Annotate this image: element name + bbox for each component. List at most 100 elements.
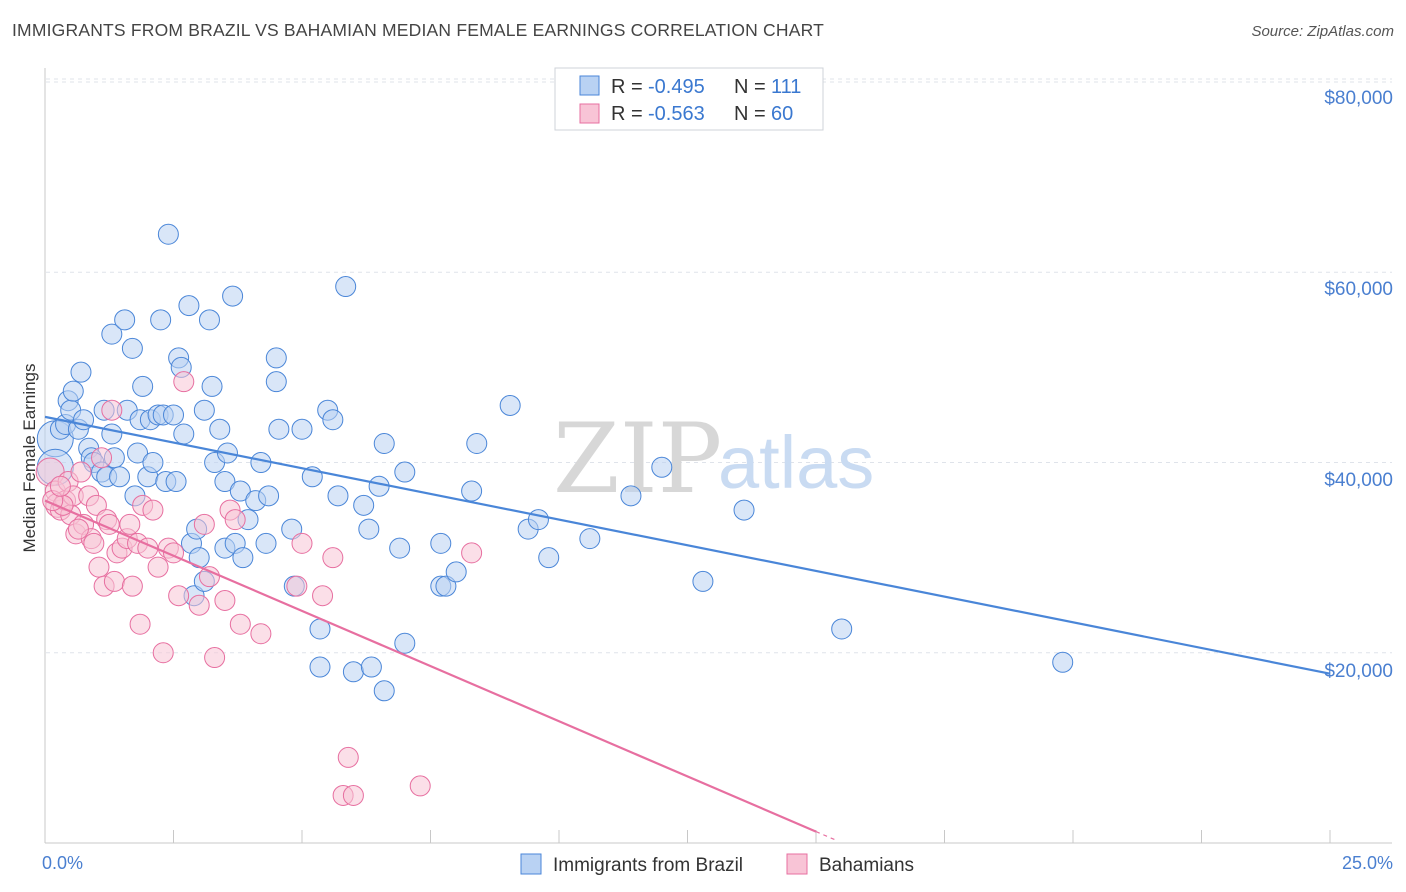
bottom-legend-label-bahamians: Bahamians [819,855,914,876]
trend-lines [44,415,1331,841]
bahamians-point-59 [49,475,71,497]
watermark-atlas: atlas [718,421,874,504]
bahamians-point-20 [103,570,125,592]
brazil-point-31 [150,309,172,331]
bahamians-point-14 [85,494,107,516]
correlation-legend: R = -0.495 N = 111 R = -0.563 N = 60 [554,67,824,131]
bahamians-point-46 [286,575,308,597]
brazil-point-98 [651,456,673,478]
bahamians-point-24 [119,513,141,535]
bahamians-point-16 [91,447,113,469]
brazil-point-89 [445,561,467,583]
brazil-point-64 [268,418,290,440]
brazil-point-62 [258,485,280,507]
brazil-point-102 [1052,651,1074,673]
bahamians-point-51 [337,746,359,768]
correlation-legend-box [554,67,824,131]
brazil-point-71 [309,656,331,678]
bahamians-point-19 [101,399,123,421]
bottom-legend-swatch-bahamians [786,853,808,875]
chart-source: Source: ZipAtlas.com [1251,23,1394,40]
legend-n-label-bahamians: N = [734,103,766,125]
brazil-point-88 [435,575,457,597]
bahamians-point-27 [129,613,151,635]
bahamians-point-44 [229,613,251,635]
brazil-point-39 [173,423,195,445]
brazil-point-94 [527,509,549,531]
brazil-point-81 [373,433,395,454]
brazil-point-6 [62,380,84,402]
brazil-point-76 [342,661,364,683]
bahamians-point-36 [173,371,195,393]
brazil-point-83 [389,537,411,559]
bahamians-point-49 [322,547,344,569]
brazil-point-91 [466,433,488,454]
legend-swatch-bahamians [579,103,600,124]
brazil-point-50 [209,418,231,440]
bahamians-point-43 [224,509,246,531]
brazil-point-100 [733,499,755,521]
legend-n-value-brazil: 111 [771,76,801,98]
brazil-point-85 [394,632,416,654]
bahamians-point-37 [188,594,210,616]
brazil-point-84 [394,461,416,483]
brazil-point-78 [358,518,380,540]
bottom-legend-label-brazil: Immigrants from Brazil [553,855,743,876]
brazil-point-86 [430,532,452,554]
y-tick-label-60000: $60,000 [1324,279,1393,300]
x-tick-label-max: 25.0% [1342,853,1393,873]
brazil-point-79 [360,656,382,678]
brazil-point-8 [70,361,92,383]
series-legend: Immigrants from Brazil Bahamians [520,853,914,876]
brazil-point-80 [368,475,390,497]
bahamians-point-52 [342,784,364,806]
brazil-point-96 [579,528,601,550]
bahamians-point-13 [83,532,105,554]
bahamians-point-45 [250,623,272,645]
brazil-point-73 [322,409,344,431]
x-tick-label-min: 0.0% [42,853,83,873]
brazil-point-97 [620,485,642,507]
y-tick-label-20000: $20,000 [1324,661,1393,682]
series-bahamians [35,371,483,806]
bahamians-point-30 [142,499,164,521]
watermark: ZIP atlas [553,403,874,515]
brazil-point-16 [101,423,123,445]
bahamians-point-39 [198,566,220,588]
legend-r-value-brazil: -0.495 [648,76,705,98]
y-tick-label-80000: $80,000 [1324,88,1393,109]
brazil-point-61 [255,532,277,554]
brazil-point-82 [373,680,395,702]
brazil-point-66 [281,518,303,540]
trend-line-bahamians [44,499,817,833]
y-axis-label: Median Female Earnings [20,364,39,553]
bahamians-point-31 [147,556,169,578]
bahamians-point-25 [121,575,143,597]
bahamians-point-35 [168,585,190,607]
brazil-point-29 [142,452,164,474]
brazil-point-90 [461,480,483,502]
brazil-point-17 [101,323,123,345]
brazil-point-48 [201,375,223,397]
brazil-point-26 [132,375,154,397]
brazil-point-24 [127,442,149,464]
brazil-point-56 [229,480,251,502]
brazil-point-35 [163,404,184,426]
brazil-point-74 [327,485,349,507]
legend-r-value-bahamians: -0.563 [648,103,705,125]
bahamians-point-40 [204,647,226,669]
series-immigrants-from-brazil [36,223,1074,702]
brazil-point-63 [265,347,287,369]
brazil-point-75 [335,276,357,298]
legend-r-label-bahamians: R = [611,103,643,125]
brazil-point-47 [198,309,220,331]
brazil-point-45 [193,399,215,421]
legend-n-label-brazil: N = [734,76,766,98]
brazil-point-40 [178,295,200,317]
legend-n-value-bahamians: 60 [771,103,793,125]
brazil-point-99 [692,570,714,592]
brazil-point-101 [831,618,853,640]
brazil-point-20 [114,309,136,331]
bahamians-point-15 [88,556,110,578]
legend-swatch-brazil [579,75,600,96]
